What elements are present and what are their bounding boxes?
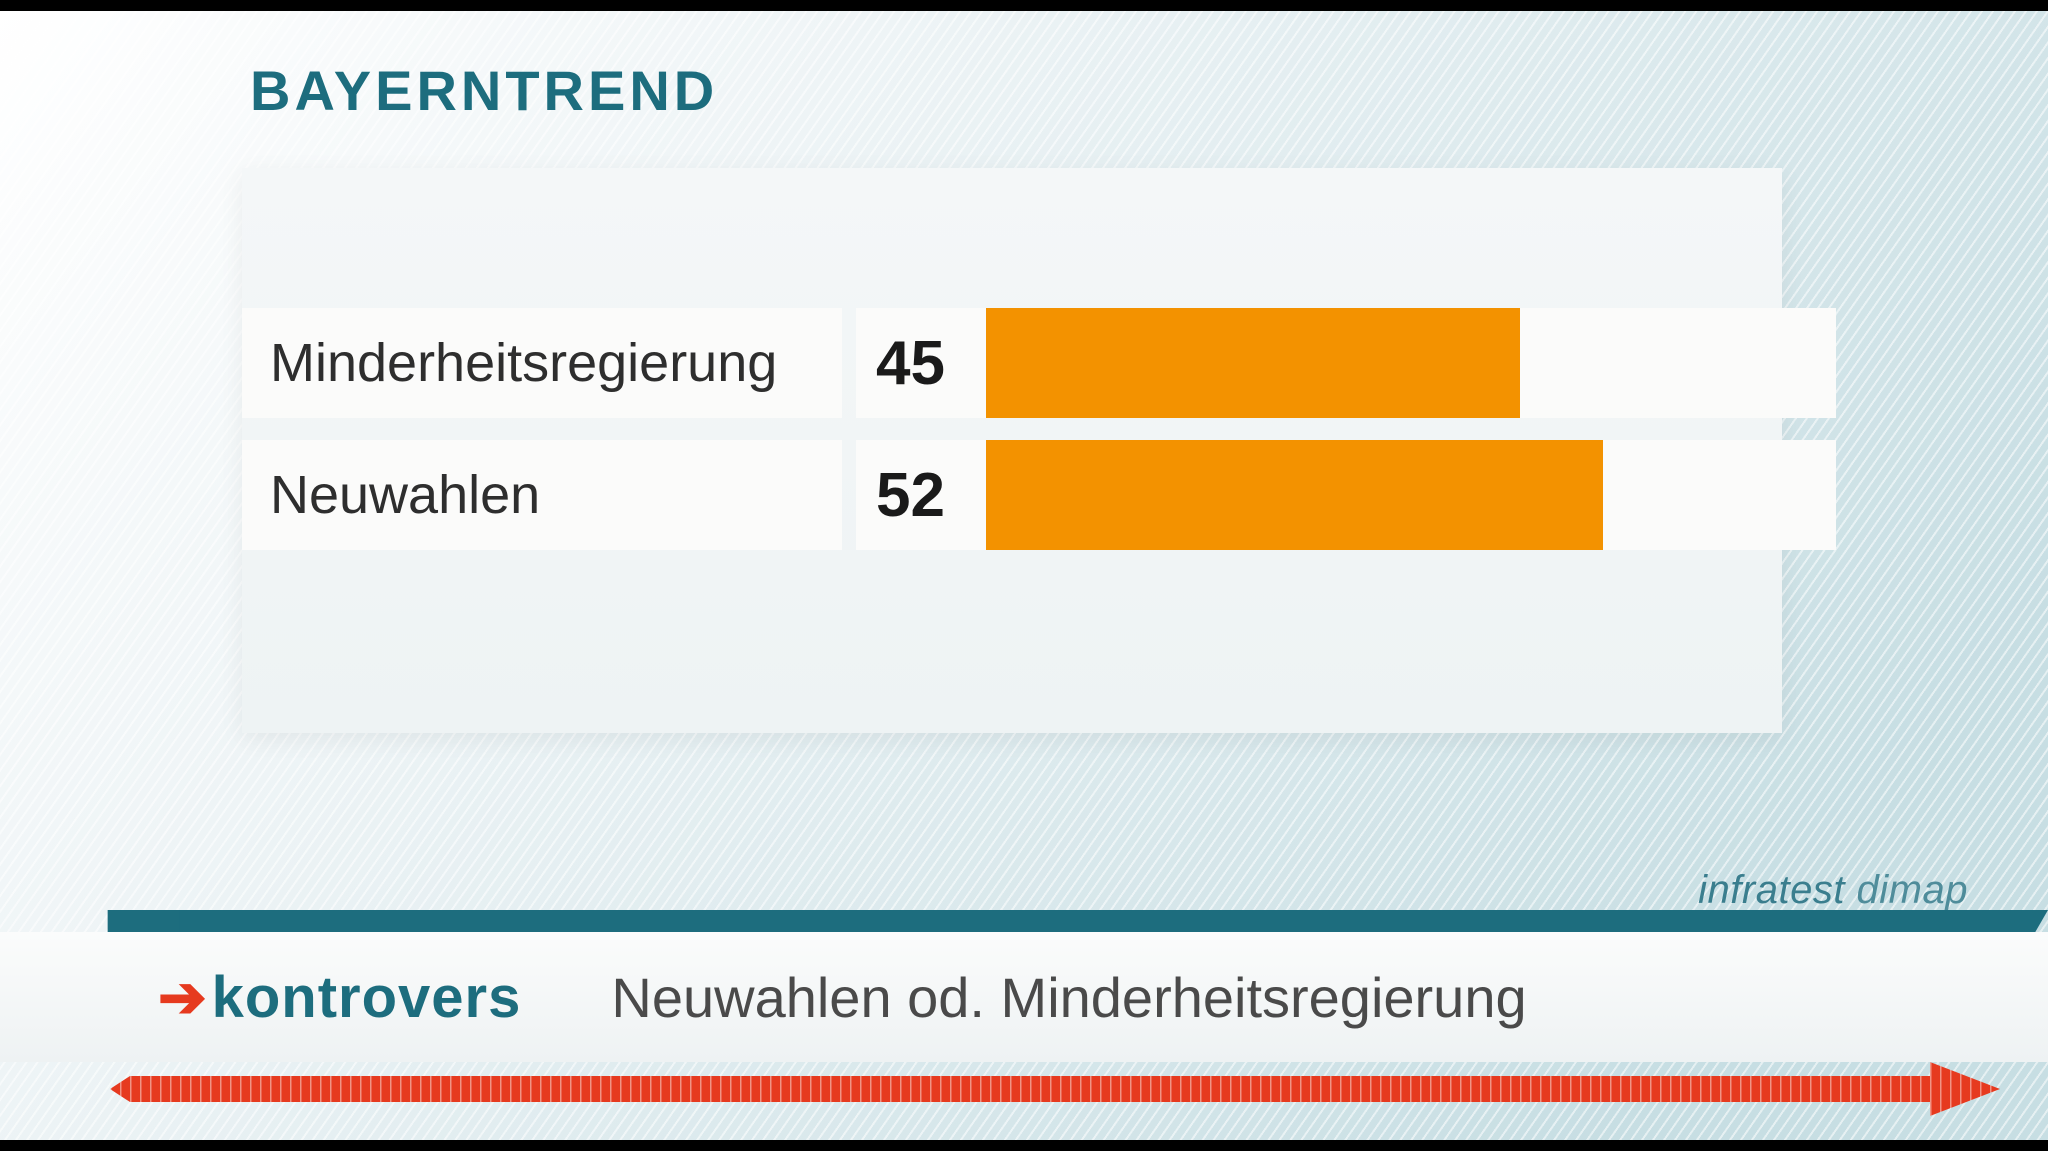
teal-stripe — [137, 910, 2048, 932]
row-label-box: Minderheitsregierung — [242, 308, 842, 418]
lower-third: ➔kontrovers Neuwahlen od. Minderheitsreg… — [0, 910, 2048, 1140]
chart-row: Neuwahlen 52 — [242, 440, 1782, 550]
row-label: Minderheitsregierung — [270, 332, 777, 394]
bar-track — [986, 440, 1836, 550]
bar — [986, 308, 1520, 418]
source-prefix: infratest — [1698, 868, 1845, 912]
chart-row: Minderheitsregierung 45 — [242, 308, 1782, 418]
show-logo: ➔kontrovers — [158, 963, 521, 1031]
arrow-icon: ➔ — [158, 963, 208, 1031]
letterbox-top — [0, 0, 2048, 11]
lower-third-caption: Neuwahlen od. Minderheitsregierung — [611, 965, 1526, 1030]
bar — [986, 440, 1603, 550]
row-label-box: Neuwahlen — [242, 440, 842, 550]
row-value: 45 — [856, 328, 986, 399]
row-value-box: 52 — [856, 440, 1836, 550]
data-source: infratest dimap — [1698, 868, 1968, 913]
row-label: Neuwahlen — [270, 464, 540, 526]
source-suffix: dimap — [1845, 868, 1968, 912]
row-value-box: 45 — [856, 308, 1836, 418]
caption-band: ➔kontrovers Neuwahlen od. Minderheitsreg… — [0, 932, 2048, 1062]
bar-track — [986, 308, 1836, 418]
row-value: 52 — [856, 460, 986, 531]
chart-panel: Minderheitsregierung 45 Neuwahlen 52 — [242, 168, 1782, 733]
chart-rows: Minderheitsregierung 45 Neuwahlen 52 — [242, 308, 1782, 572]
red-arrow-icon — [100, 1062, 2000, 1116]
letterbox-bottom — [0, 1140, 2048, 1151]
stage: BAYERNTREND Minderheitsregierung 45 Neuwah… — [0, 0, 2048, 1151]
logo-text: kontrovers — [212, 964, 522, 1031]
chart-title: BAYERNTREND — [250, 58, 718, 123]
